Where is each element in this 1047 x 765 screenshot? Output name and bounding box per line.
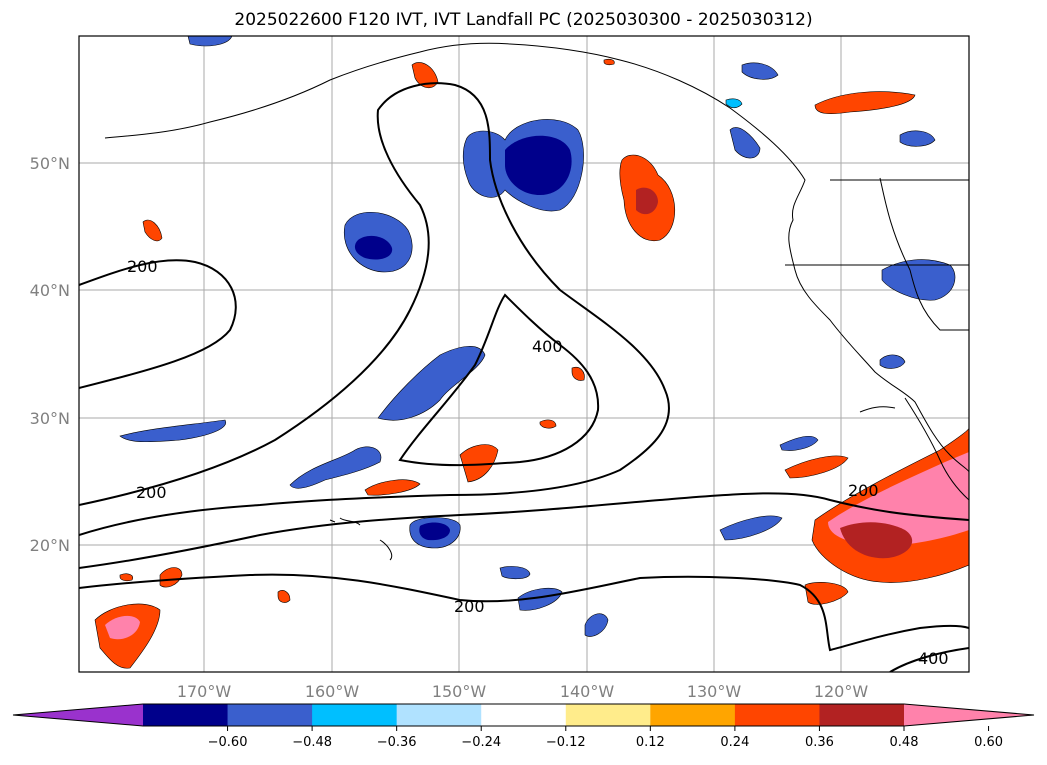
colorbar-segment bbox=[819, 704, 905, 726]
lon-label-150w: 150°W bbox=[432, 682, 487, 701]
colorbar-tick-label: 0.48 bbox=[890, 735, 919, 750]
lon-labels: 170°W 160°W 150°W 140°W 130°W 120°W bbox=[177, 682, 869, 701]
colorbar-segment bbox=[565, 704, 651, 726]
contour-label-400-a: 400 bbox=[532, 337, 563, 356]
lat-label-50n: 50°N bbox=[30, 154, 70, 173]
colorbar-segment bbox=[734, 704, 820, 726]
lat-labels: 50°N 40°N 30°N 20°N bbox=[30, 154, 70, 555]
colorbar-segment bbox=[396, 704, 482, 726]
lon-label-140w: 140°W bbox=[560, 682, 615, 701]
colorbar-segment bbox=[650, 704, 736, 726]
lon-label-130w: 130°W bbox=[687, 682, 742, 701]
colorbar: −0.60 −0.48 −0.36 −0.24 −0.12 0.12 0.24 0.36 0.4… bbox=[12, 703, 1035, 750]
colorbar-tick-label: 0.12 bbox=[636, 735, 665, 750]
colorbar-segment bbox=[143, 704, 229, 726]
lat-label-30n: 30°N bbox=[30, 409, 70, 428]
colorbar-tick-label: 0.60 bbox=[974, 735, 1003, 750]
colorbar-tick-label: 0.24 bbox=[720, 735, 749, 750]
contour-label-200-a: 200 bbox=[127, 257, 158, 276]
map-title: 2025022600 F120 IVT, IVT Landfall PC (20… bbox=[234, 10, 813, 30]
ivt-contours bbox=[79, 82, 969, 672]
colorbar-tick-label: −0.12 bbox=[546, 735, 586, 750]
positive-pc-areas bbox=[94, 58, 969, 669]
colorbar-tick-label: −0.60 bbox=[208, 735, 248, 750]
lon-label-160w: 160°W bbox=[305, 682, 360, 701]
colorbar-tick-label: −0.24 bbox=[461, 735, 501, 750]
colorbar-tick-label: 0.36 bbox=[805, 735, 834, 750]
colorbar-extension-max bbox=[904, 704, 1034, 726]
contour-labels: 200 200 200 200 400 400 bbox=[127, 257, 949, 668]
contour-label-400-b: 400 bbox=[918, 649, 949, 668]
colorbar-segment bbox=[312, 704, 398, 726]
contour-label-200-c: 200 bbox=[454, 597, 485, 616]
lat-label-40n: 40°N bbox=[30, 281, 70, 300]
colorbar-extension-min bbox=[13, 704, 143, 726]
lat-label-20n: 20°N bbox=[30, 536, 70, 555]
colorbar-outline bbox=[12, 703, 1035, 727]
colorbar-tick-label: −0.36 bbox=[377, 735, 417, 750]
lon-label-170w: 170°W bbox=[177, 682, 232, 701]
colorbar-tick-label: −0.48 bbox=[292, 735, 332, 750]
coastlines bbox=[104, 42, 969, 561]
negative-pc-areas bbox=[119, 36, 956, 637]
lon-label-120w: 120°W bbox=[814, 682, 869, 701]
colorbar-segment bbox=[481, 704, 567, 726]
contour-label-200-d: 200 bbox=[848, 481, 879, 500]
colorbar-segment bbox=[227, 704, 313, 726]
contour-label-200-b: 200 bbox=[136, 483, 167, 502]
map-frame bbox=[78, 35, 970, 673]
